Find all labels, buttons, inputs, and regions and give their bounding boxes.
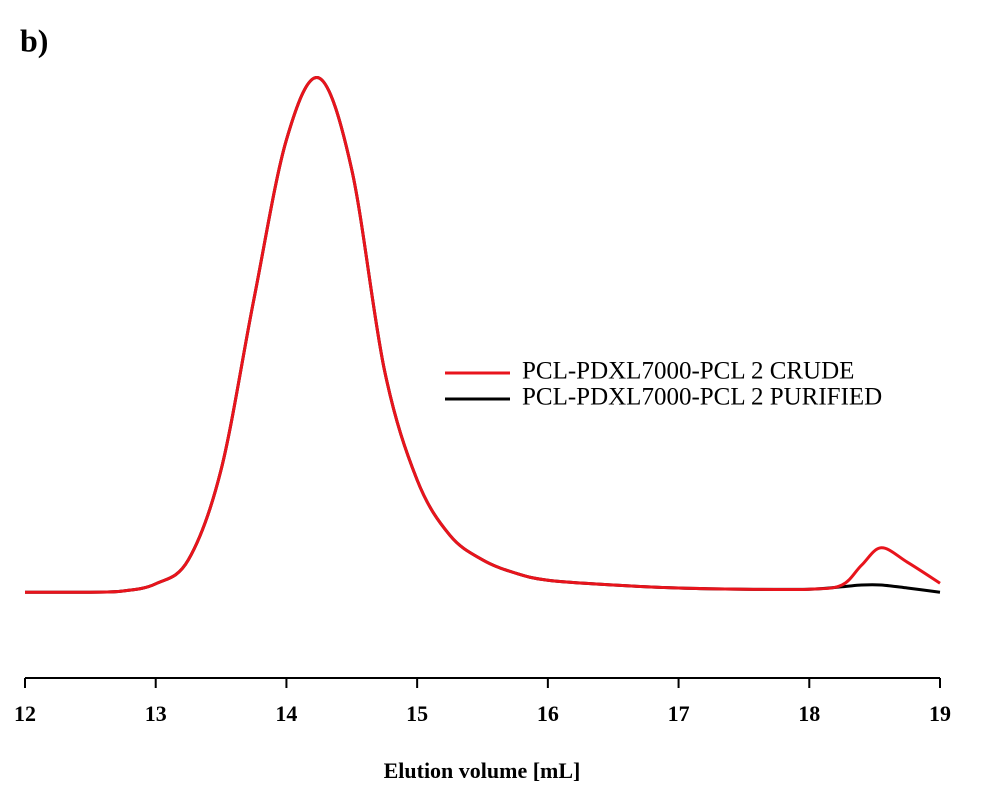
legend-label: PCL-PDXL7000-PCL 2 PURIFIED [522, 384, 882, 411]
x-tick-label: 14 [275, 701, 297, 726]
series-line [24, 76, 941, 594]
x-tick-label: 16 [537, 701, 559, 726]
series-line [24, 76, 941, 594]
x-tick-label: 15 [406, 701, 428, 726]
x-tick-label: 13 [145, 701, 167, 726]
x-tick-label: 17 [668, 701, 690, 726]
x-tick-label: 19 [929, 701, 951, 726]
x-tick-label: 12 [14, 701, 36, 726]
x-axis-label: Elution volume [mL] [384, 758, 581, 783]
legend-label: PCL-PDXL7000-PCL 2 CRUDE [522, 358, 854, 385]
x-tick-label: 18 [798, 701, 820, 726]
panel-label: b) [20, 22, 48, 58]
